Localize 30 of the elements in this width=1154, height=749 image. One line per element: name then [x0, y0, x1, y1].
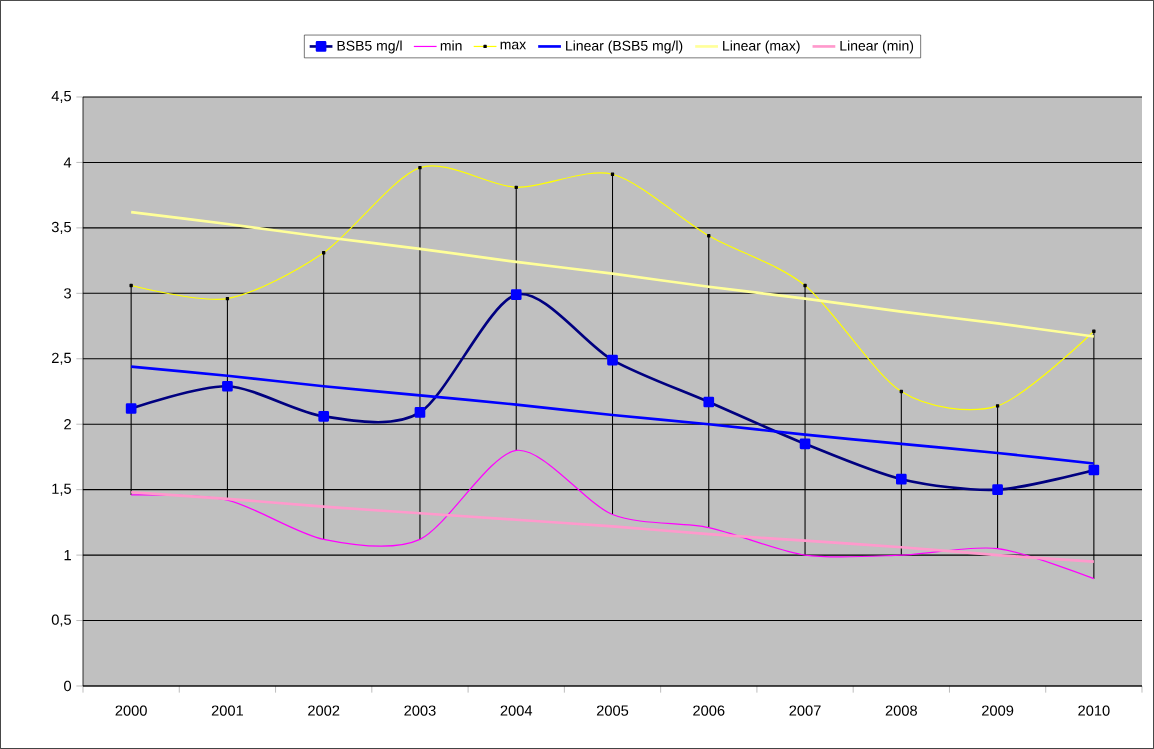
x-tick-label: 2010 [1078, 705, 1110, 716]
x-tick-label: 2001 [211, 705, 244, 716]
x-tick-label: 2009 [982, 705, 1014, 716]
x-tick-label: 2003 [404, 705, 436, 716]
y-tick-label: 0,5 [51, 614, 72, 627]
legend-label: Linear (BSB5 mg/l) [566, 40, 683, 54]
x-tick-label: 2007 [789, 705, 821, 716]
legend-label: Linear (min) [840, 40, 914, 54]
legend-label: max [500, 41, 527, 50]
x-tick-label: 2008 [885, 705, 917, 716]
line-series [129, 490, 1096, 563]
x-tick-label: 2006 [693, 705, 725, 716]
x-tick-label: 2004 [500, 705, 533, 716]
x-tick-label: 2000 [115, 705, 147, 716]
legend-label: min [440, 40, 462, 51]
y-tick-label: 0 [64, 680, 72, 692]
y-tick-label: 1,5 [52, 483, 72, 496]
y-tick-label: 4,5 [51, 91, 72, 103]
y-tick-label: 1 [64, 550, 71, 561]
y-tick-label: 3,5 [51, 221, 72, 234]
y-tick-label: 2 [64, 419, 71, 430]
x-tick-label: 2005 [596, 705, 629, 716]
y-tick-label: 3 [64, 288, 71, 299]
y-tick-label: 4 [63, 157, 72, 168]
x-tick-label: 2002 [308, 705, 340, 716]
line-series [130, 449, 1095, 580]
line-series [129, 210, 1096, 338]
legend-label: Linear (max) [723, 40, 800, 54]
legend-label: BSB5 mg/l [337, 40, 402, 54]
y-tick-label: 2,5 [51, 352, 72, 365]
